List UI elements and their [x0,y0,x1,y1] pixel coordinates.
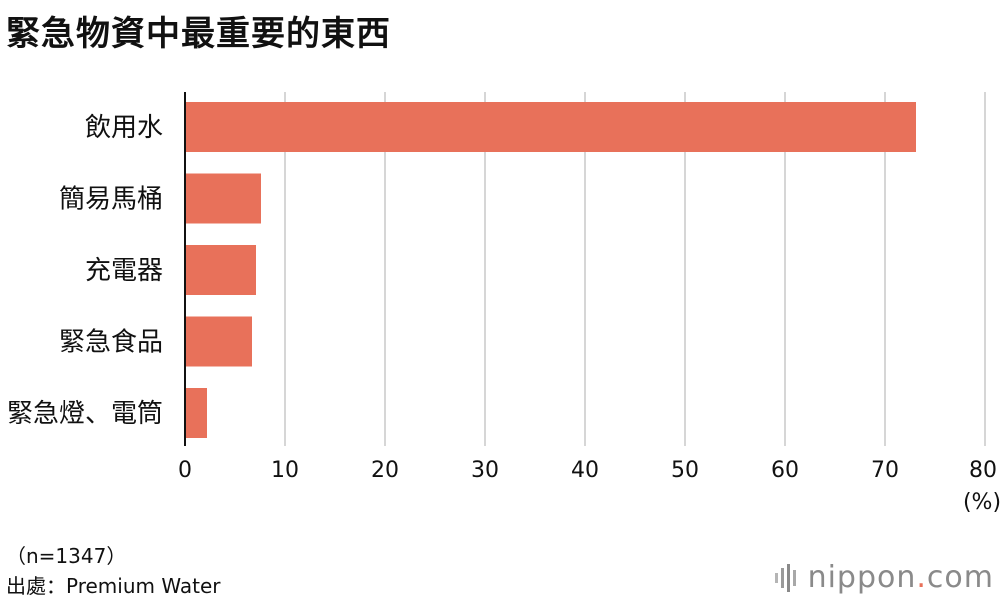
x-axis-unit: (%) [963,490,1000,515]
x-tick-labels: 0 10 20 30 40 50 60 70 80 [178,458,997,483]
bar [186,102,916,152]
category-label: 飲用水 [85,113,163,143]
category-label: 充電器 [85,256,163,286]
nippon-logo: nippon.com [774,560,994,595]
bar [186,245,256,295]
x-tick-label: 80 [969,458,997,483]
x-tick-label: 50 [671,458,699,483]
bars [186,102,916,438]
sample-size-note: （n=1347） [6,544,127,568]
bar [186,316,252,367]
bar [186,388,207,438]
x-tick-label: 30 [471,458,499,483]
category-label: 簡易馬桶 [59,185,163,215]
category-label: 緊急燈、電筒 [7,399,163,429]
x-tick-label: 40 [571,458,599,483]
bar [186,173,261,224]
x-tick-label: 0 [178,458,192,483]
source-note: 出處：Premium Water [6,574,221,598]
x-tick-label: 10 [271,458,299,483]
logo-wordmark: nippon.com [807,560,994,595]
x-tick-label: 20 [371,458,399,483]
chart-title: 緊急物資中最重要的東西 [6,14,391,54]
x-tick-label: 60 [771,458,799,483]
category-label: 緊急食品 [59,328,163,358]
x-tick-label: 70 [871,458,899,483]
sound-bars-icon [774,563,796,592]
